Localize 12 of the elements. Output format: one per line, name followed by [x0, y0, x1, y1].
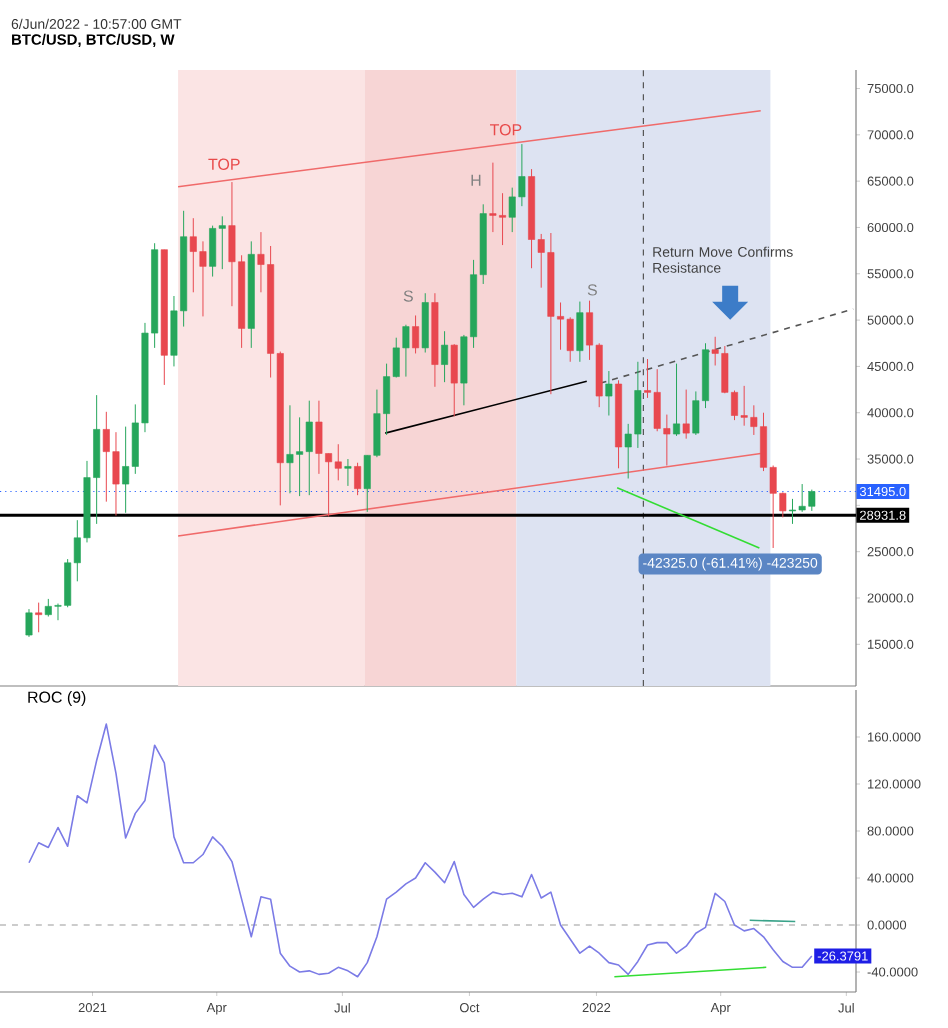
candlestick	[412, 314, 420, 354]
candlestick	[576, 301, 584, 363]
candlestick	[25, 608, 33, 638]
candlestick	[354, 462, 362, 496]
candlestick	[450, 343, 458, 417]
candlestick	[441, 330, 449, 383]
candlestick	[35, 602, 43, 633]
candlestick	[673, 363, 680, 437]
candlestick	[682, 389, 690, 440]
candlestick	[605, 370, 613, 417]
candlestick	[421, 292, 429, 354]
candlestick	[344, 458, 352, 487]
